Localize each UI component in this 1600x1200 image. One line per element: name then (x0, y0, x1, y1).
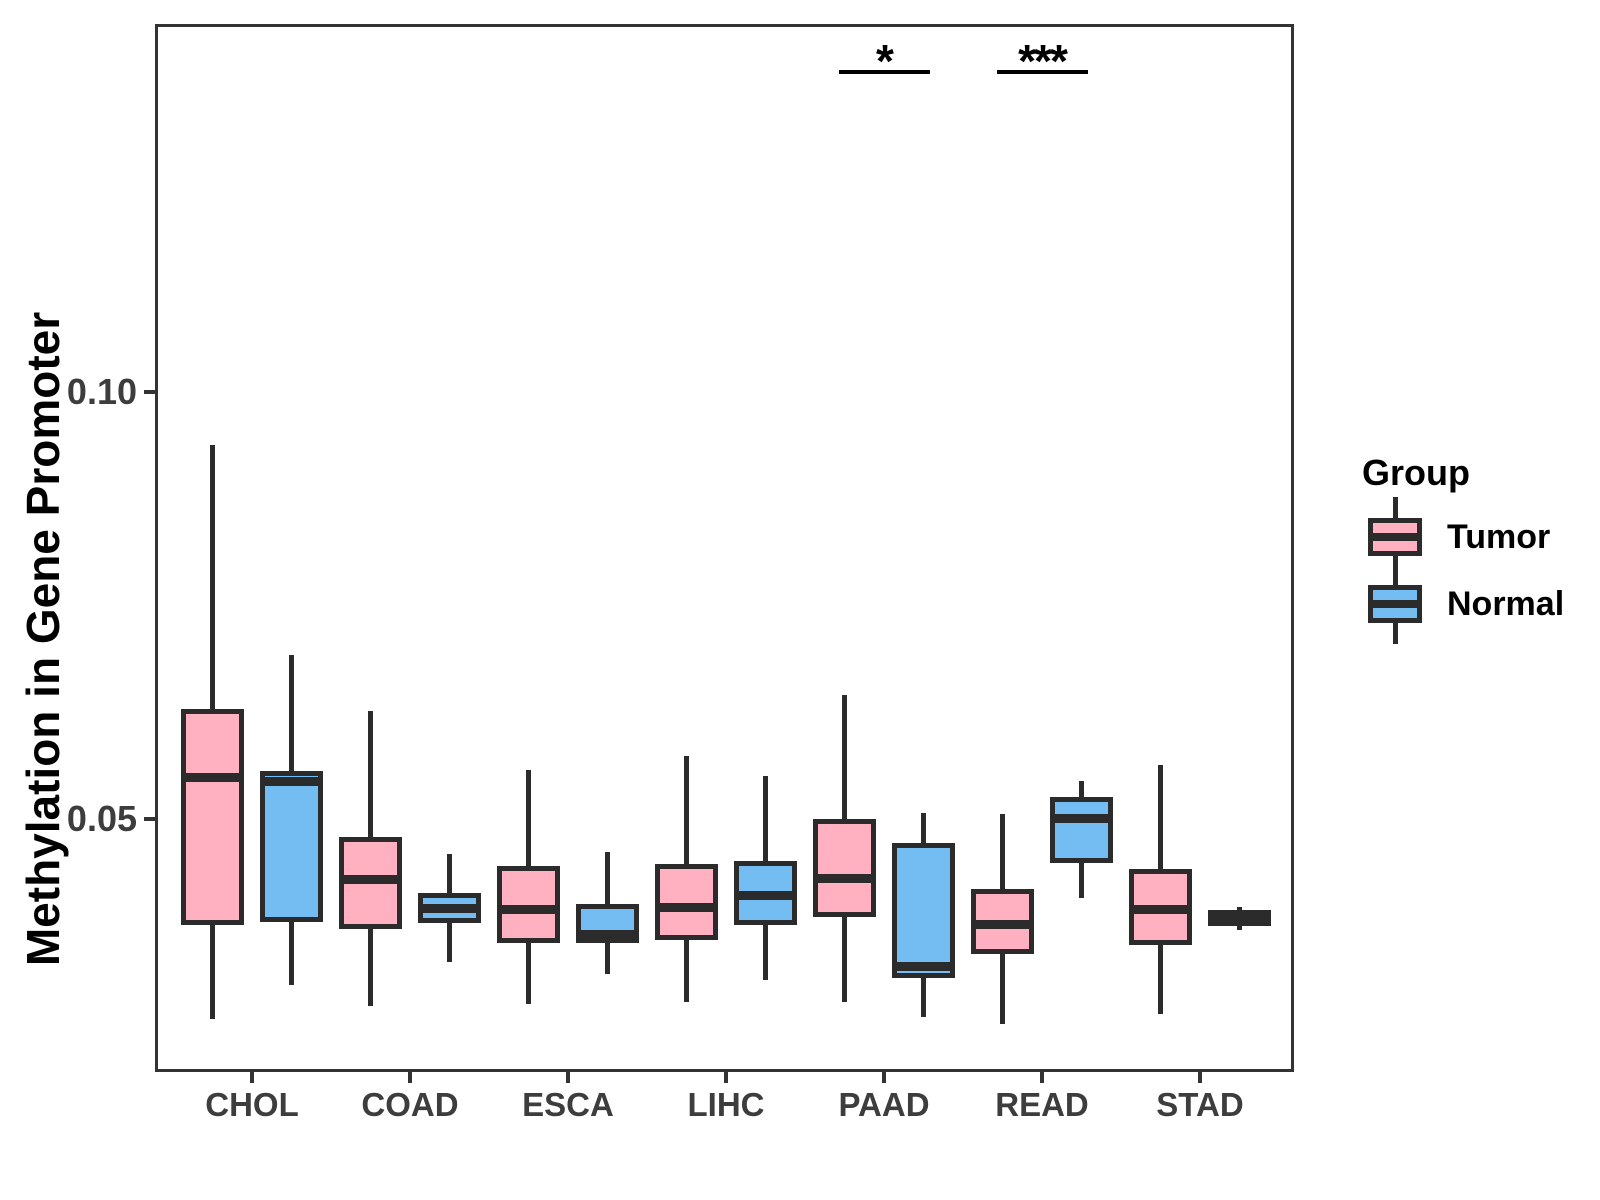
x-tick-label: READ (995, 1086, 1089, 1123)
legend-tumor-median-icon (1368, 533, 1422, 541)
x-tick-label: STAD (1156, 1086, 1244, 1123)
legend-key-normal (1368, 564, 1422, 644)
boxplot-box (813, 819, 876, 918)
x-tick-mark (1198, 1072, 1202, 1083)
legend-label-normal: Normal (1447, 585, 1565, 623)
boxplot-box (497, 865, 560, 943)
y-tick-label: 0.05 (66, 798, 137, 839)
x-tick-label: ESCA (522, 1086, 614, 1123)
median-line (1208, 913, 1271, 923)
median-line (260, 776, 323, 786)
significance-bracket (838, 70, 930, 74)
boxplot-box (260, 771, 323, 923)
significance-bracket (996, 70, 1088, 74)
x-tick-mark (882, 1072, 886, 1083)
x-tick-mark (566, 1072, 570, 1083)
y-tick-mark (144, 390, 155, 394)
legend-normal-median-icon (1368, 600, 1422, 608)
x-tick-label: COAD (361, 1086, 459, 1123)
legend-key-tumor (1368, 497, 1422, 577)
median-line (497, 905, 560, 915)
median-line (418, 904, 481, 914)
significance-label: *** (1018, 35, 1068, 87)
x-tick-label: LIHC (687, 1086, 765, 1123)
boxplot-box (892, 842, 955, 978)
legend-title: Group (1362, 452, 1470, 493)
median-line (1050, 813, 1113, 823)
x-tick-mark (250, 1072, 254, 1083)
boxplot-box (1050, 796, 1113, 863)
legend-label-tumor: Tumor (1447, 518, 1551, 556)
median-line (655, 903, 718, 913)
median-line (971, 920, 1034, 930)
x-tick-mark (724, 1072, 728, 1083)
x-tick-mark (1040, 1072, 1044, 1083)
significance-label: * (876, 35, 894, 87)
boxplot-box (655, 864, 718, 941)
y-tick-mark (144, 817, 155, 821)
median-line (1129, 905, 1192, 915)
x-tick-label: CHOL (205, 1086, 299, 1123)
median-line (576, 929, 639, 939)
x-tick-mark (408, 1072, 412, 1083)
x-tick-label: PAAD (838, 1086, 930, 1123)
boxplot-box (181, 708, 244, 925)
y-tick-label: 0.10 (66, 371, 137, 412)
median-line (339, 875, 402, 885)
median-line (734, 891, 797, 901)
y-axis-title: Methylation in Gene Promoter (17, 311, 69, 967)
median-line (813, 874, 876, 884)
median-line (892, 962, 955, 972)
plot-panel (155, 24, 1294, 1072)
median-line (181, 772, 244, 782)
